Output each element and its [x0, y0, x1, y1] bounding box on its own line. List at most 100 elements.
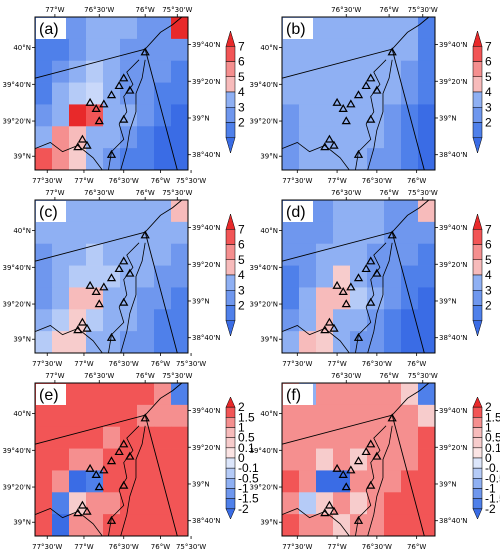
grid-cell	[350, 426, 368, 449]
left-latitude-tick: 39°40'N	[3, 81, 31, 89]
grid-cell	[401, 243, 419, 266]
grid-cell	[171, 60, 189, 83]
panel-label: (a)	[39, 21, 59, 38]
grid-cell	[350, 331, 368, 354]
grid-cell	[86, 126, 104, 149]
right-latitude-tick: 39°20'N	[192, 444, 220, 452]
colorbar-label: -1	[485, 482, 496, 496]
grid-cell	[350, 470, 368, 493]
grid-cell	[69, 448, 87, 471]
colorbar-label: 6	[485, 55, 492, 69]
grid-cell	[69, 265, 87, 288]
station-marker	[361, 264, 371, 273]
colorbar-segment	[225, 107, 236, 123]
grid-cell	[350, 82, 368, 105]
colorbar-label: 4	[485, 268, 492, 282]
bay-shoreline-west	[355, 59, 387, 171]
grid-cell	[154, 383, 172, 406]
colorbar-segment	[225, 137, 236, 154]
right-latitude-tick: 38°40'N	[192, 151, 220, 159]
grid-cell	[35, 104, 53, 127]
grid-cell	[299, 287, 317, 310]
grid-cell	[367, 265, 385, 288]
bottom-longitude-tick: 77°W	[74, 177, 93, 185]
grid-cell	[299, 404, 317, 428]
right-latitude-tick: 39°40'N	[192, 41, 220, 49]
grid-cell	[103, 82, 121, 105]
station-marker	[324, 500, 335, 509]
station-marker	[353, 90, 364, 99]
left-latitude-tick: 40°N	[260, 44, 278, 52]
grid-cell	[350, 38, 368, 62]
grid-cell	[384, 200, 402, 223]
grid-cell	[384, 17, 402, 40]
left-latitude-tick: 40°N	[13, 410, 31, 418]
station-marker	[346, 465, 356, 474]
station-marker	[387, 230, 397, 239]
bay-shoreline-east	[120, 425, 146, 537]
colorbar-segment	[472, 107, 483, 123]
grid-cell	[103, 221, 121, 245]
left-latitude-tick: 39°N	[260, 153, 278, 161]
bay-shoreline-east	[367, 425, 393, 537]
station-marker	[99, 99, 109, 108]
top-longitude-tick: 76°W	[135, 6, 154, 14]
colorbar-label: 2	[485, 116, 492, 130]
top-longitude-tick: 76°W	[379, 372, 398, 380]
colorbar-label: 0	[238, 451, 245, 465]
station-marker	[99, 282, 109, 291]
colorbar-label: 3	[485, 283, 492, 297]
station-marker	[329, 506, 339, 515]
grid-cell	[299, 82, 317, 105]
grid-cell	[333, 426, 351, 449]
grid-cell	[282, 243, 300, 266]
colorbar-segment	[472, 457, 483, 469]
grid-cell	[299, 309, 317, 332]
grid-cell	[137, 148, 155, 171]
grid-cell	[316, 82, 334, 105]
colorbar-segment	[225, 259, 236, 276]
grid-cell	[418, 38, 436, 62]
station-marker	[346, 99, 356, 108]
colorbar-segment	[225, 290, 236, 306]
panel-frame	[281, 199, 436, 354]
station-marker	[353, 332, 364, 341]
grid-cell	[52, 126, 70, 149]
station-marker	[91, 104, 101, 113]
state-boundary-line	[281, 231, 393, 262]
grid-cell	[52, 448, 70, 471]
grid-cell	[120, 200, 138, 223]
station-marker	[125, 268, 135, 277]
colorbar-segment	[472, 396, 483, 408]
station-marker	[85, 97, 95, 106]
colorbar-label: 1.5	[485, 410, 500, 424]
grid-cell	[384, 287, 402, 310]
grid-cell	[103, 38, 121, 62]
grid-cell	[384, 331, 402, 354]
state-boundary-line	[34, 231, 146, 262]
station-marker	[94, 116, 104, 125]
station-marker	[119, 73, 129, 82]
right-latitude-tick: 39°N	[192, 114, 210, 122]
grid-cell	[171, 265, 189, 288]
grid-cell	[350, 243, 368, 266]
coastline	[391, 382, 430, 416]
map-panel-e: (e) 77°W 76°30'W 76°W 75°30'W 77°30'W 77°W 76°3…	[3, 372, 259, 551]
grid-cell	[384, 148, 402, 171]
grid-cell	[367, 404, 385, 428]
bay-shoreline-east	[367, 242, 393, 354]
colorbar-segment	[472, 427, 483, 438]
station-marker	[346, 282, 356, 291]
grid-cell	[299, 38, 317, 62]
potomac-river	[34, 142, 103, 171]
grid-cell	[103, 309, 121, 332]
station-marker	[366, 439, 376, 448]
station-marker	[329, 140, 339, 149]
left-latitude-tick: 39°N	[260, 519, 278, 527]
left-latitude-tick: 39°N	[13, 336, 31, 344]
colorbar-label: -1.5	[238, 492, 259, 506]
grid-cell	[120, 383, 138, 406]
top-longitude-tick: 76°W	[135, 372, 154, 380]
bottom-longitude-tick: 77°W	[74, 543, 93, 551]
left-latitude-tick: 39°N	[13, 153, 31, 161]
